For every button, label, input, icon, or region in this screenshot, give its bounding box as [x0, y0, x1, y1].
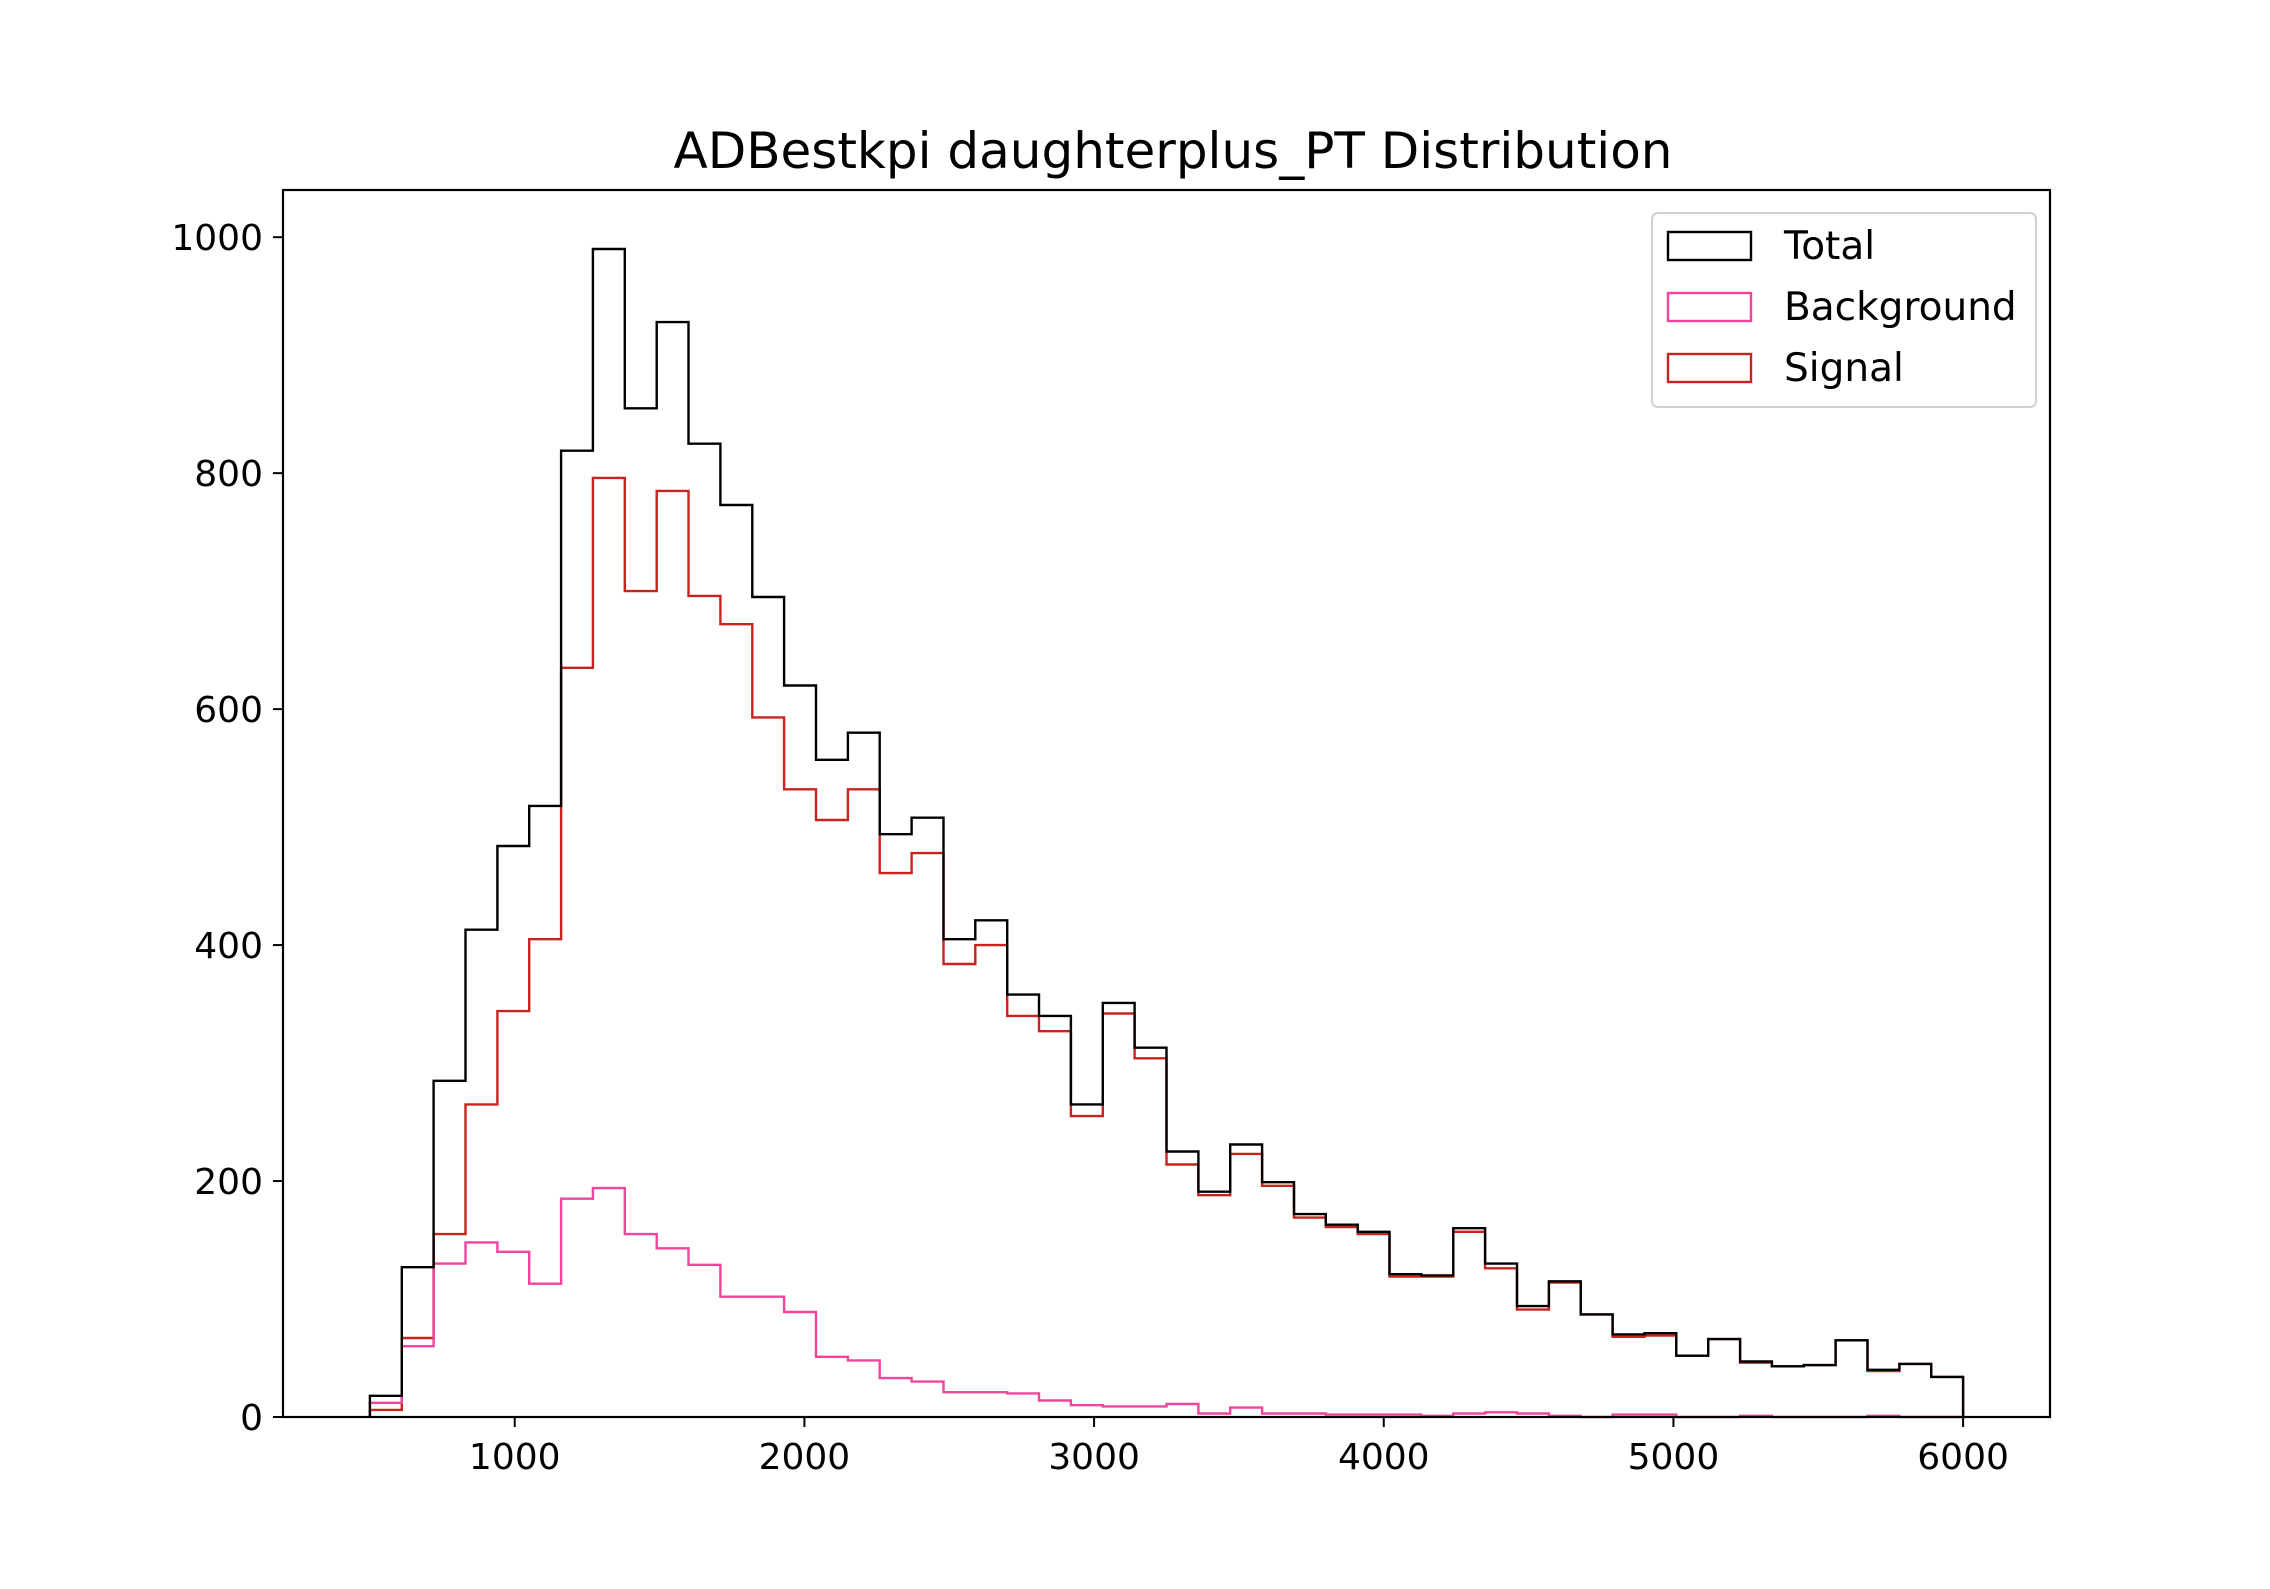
x-tick-label: 1000: [469, 1437, 561, 1478]
x-tick-label: 5000: [1628, 1437, 1720, 1478]
series-total-step-line: [368, 247, 1965, 1417]
series-layer: [368, 247, 1965, 1419]
x-axis: 1000 2000 3000 4000 5000 6000: [469, 1417, 2009, 1478]
legend-box: [1651, 212, 2037, 408]
y-tick-label: 0: [240, 1398, 263, 1439]
y-tick-label: 1000: [171, 218, 263, 259]
series-background-step-line: [368, 1186, 1964, 1419]
x-tick-label: 4000: [1338, 1437, 1430, 1478]
y-tick-label: 600: [194, 690, 263, 731]
chart-title: ADBestkpi daughterplus_PT Distribution: [674, 122, 1673, 180]
y-axis: 0 200 400 600 800 1000: [171, 218, 283, 1439]
legend-label-signal: Signal: [1784, 346, 1904, 391]
legend-swatch-signal: [1666, 352, 1753, 384]
x-tick-label: 3000: [1048, 1437, 1140, 1478]
legend: Total Background Signal: [1651, 212, 2037, 408]
x-tick-label: 6000: [1917, 1437, 2009, 1478]
legend-swatch-background: [1666, 291, 1753, 323]
legend-label-background: Background: [1784, 285, 2017, 330]
y-tick-label: 800: [194, 454, 263, 495]
plot-area-frame: [281, 188, 2052, 1419]
legend-label-total: Total: [1783, 224, 1875, 269]
legend-swatch-total: [1666, 230, 1753, 262]
x-tick-label: 2000: [759, 1437, 851, 1478]
y-tick-label: 400: [194, 926, 263, 967]
y-tick-label: 200: [194, 1162, 263, 1203]
